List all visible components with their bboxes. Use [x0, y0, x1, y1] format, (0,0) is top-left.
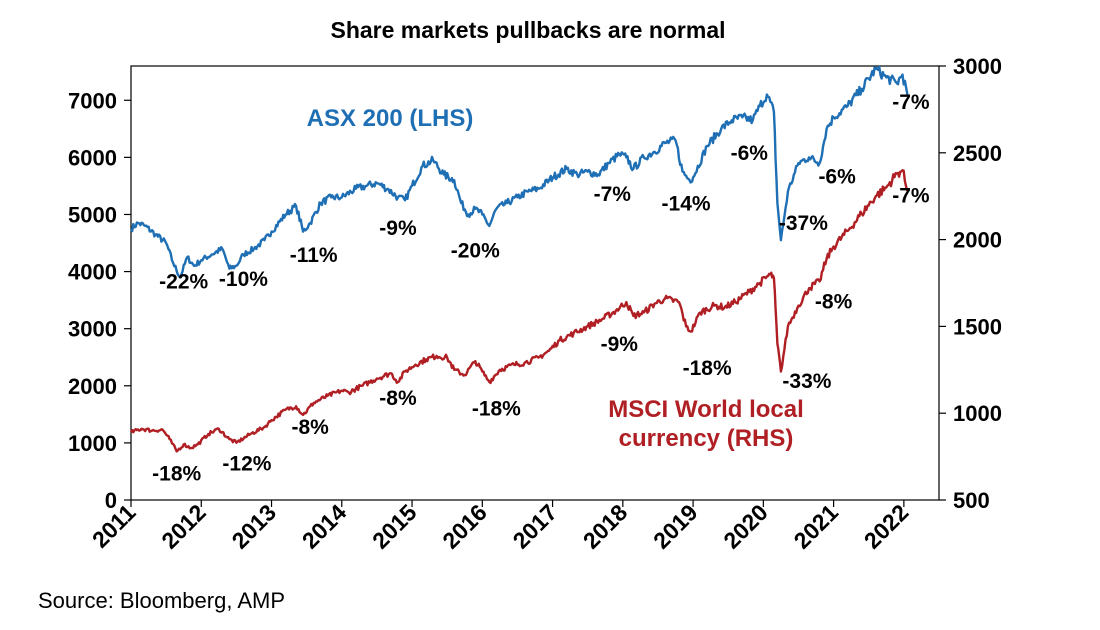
pullback-annotation: -6%: [731, 142, 769, 165]
pullback-annotation: -7%: [892, 184, 930, 207]
msci-label: MSCI World local currency (RHS): [608, 396, 804, 452]
right-tick-label: 1000: [953, 401, 1002, 426]
pullback-annotation: -6%: [818, 166, 856, 189]
right-tick-label: 2000: [953, 228, 1002, 253]
pullback-annotation: -10%: [219, 268, 268, 291]
x-tick-label: 2019: [648, 499, 703, 554]
right-tick-label: 1500: [953, 314, 1002, 339]
x-axis: 2011 2012 2013 2014 2015 2016 2017 2018 2019 2020…: [87, 499, 914, 554]
right-tick-label: 2500: [953, 141, 1002, 166]
pullback-annotation: -8%: [815, 291, 853, 314]
left-tick-label: 4000: [68, 260, 117, 285]
right-axis: 500 1000 1500 2000 2500 3000: [939, 54, 1002, 513]
pullback-annotation: -7%: [892, 91, 930, 114]
pullback-annotation: -37%: [779, 212, 828, 235]
left-tick-label: 0: [105, 488, 117, 513]
left-tick-label: 2000: [68, 374, 117, 399]
left-tick-label: 5000: [68, 202, 117, 227]
x-tick-label: 2022: [859, 499, 914, 554]
series-label-line: currency (RHS): [619, 425, 794, 452]
x-tick-label: 2011: [87, 499, 141, 553]
plot-area-frame: [130, 65, 940, 501]
left-tick-label: 7000: [68, 88, 117, 113]
x-tick-label: 2017: [508, 499, 563, 554]
x-tick-label: 2020: [718, 499, 773, 554]
left-axis: 0 1000 2000 3000 4000 5000 6000 7000: [68, 88, 131, 513]
pullback-annotation: -33%: [782, 370, 831, 393]
series-label-line: MSCI World local: [608, 396, 804, 423]
series-lines: [129, 65, 909, 453]
pullback-annotation: -7%: [594, 183, 632, 206]
pullback-annotation: -12%: [222, 452, 271, 475]
pullback-annotation: -18%: [683, 357, 732, 380]
x-tick-label: 2013: [226, 499, 281, 554]
series-label-line: ASX 200 (LHS): [307, 105, 474, 132]
left-tick-label: 3000: [68, 317, 117, 342]
pullback-annotation: -8%: [379, 387, 417, 410]
pullback-annotation: -9%: [379, 217, 417, 240]
asx200-line: [129, 65, 909, 279]
asx200-label: ASX 200 (LHS): [307, 105, 474, 132]
pullback-annotation: -11%: [290, 244, 338, 267]
right-tick-label: 500: [953, 488, 990, 513]
x-tick-label: 2018: [578, 499, 633, 554]
x-tick-label: 2012: [156, 499, 211, 554]
right-tick-label: 3000: [953, 54, 1002, 79]
pullback-annotation: -18%: [472, 397, 521, 420]
pullback-annotation: -18%: [152, 463, 201, 486]
left-tick-label: 6000: [68, 145, 117, 170]
pullback-annotation: -22%: [159, 271, 208, 294]
pullback-annotation: -14%: [662, 192, 711, 215]
pullback-annotation: -9%: [601, 333, 639, 356]
pullback-annotation: -8%: [291, 416, 329, 439]
msci-world-line: [129, 169, 909, 453]
x-tick-label: 2015: [367, 499, 422, 554]
annotations: -22% -10% -11% -9% -20% -7% -14% -6% -37% -6% -7% -…: [152, 91, 930, 486]
series-labels: ASX 200 (LHS) MSCI World local currency (R…: [307, 105, 804, 452]
x-tick-label: 2021: [789, 499, 844, 554]
pullback-annotation: -20%: [451, 239, 500, 262]
x-tick-label: 2016: [437, 499, 492, 554]
source-note: Source: Bloomberg, AMP: [38, 588, 286, 613]
x-tick-label: 2014: [297, 499, 352, 554]
left-tick-label: 1000: [68, 431, 117, 456]
chart-title: Share markets pullbacks are normal: [330, 17, 725, 43]
